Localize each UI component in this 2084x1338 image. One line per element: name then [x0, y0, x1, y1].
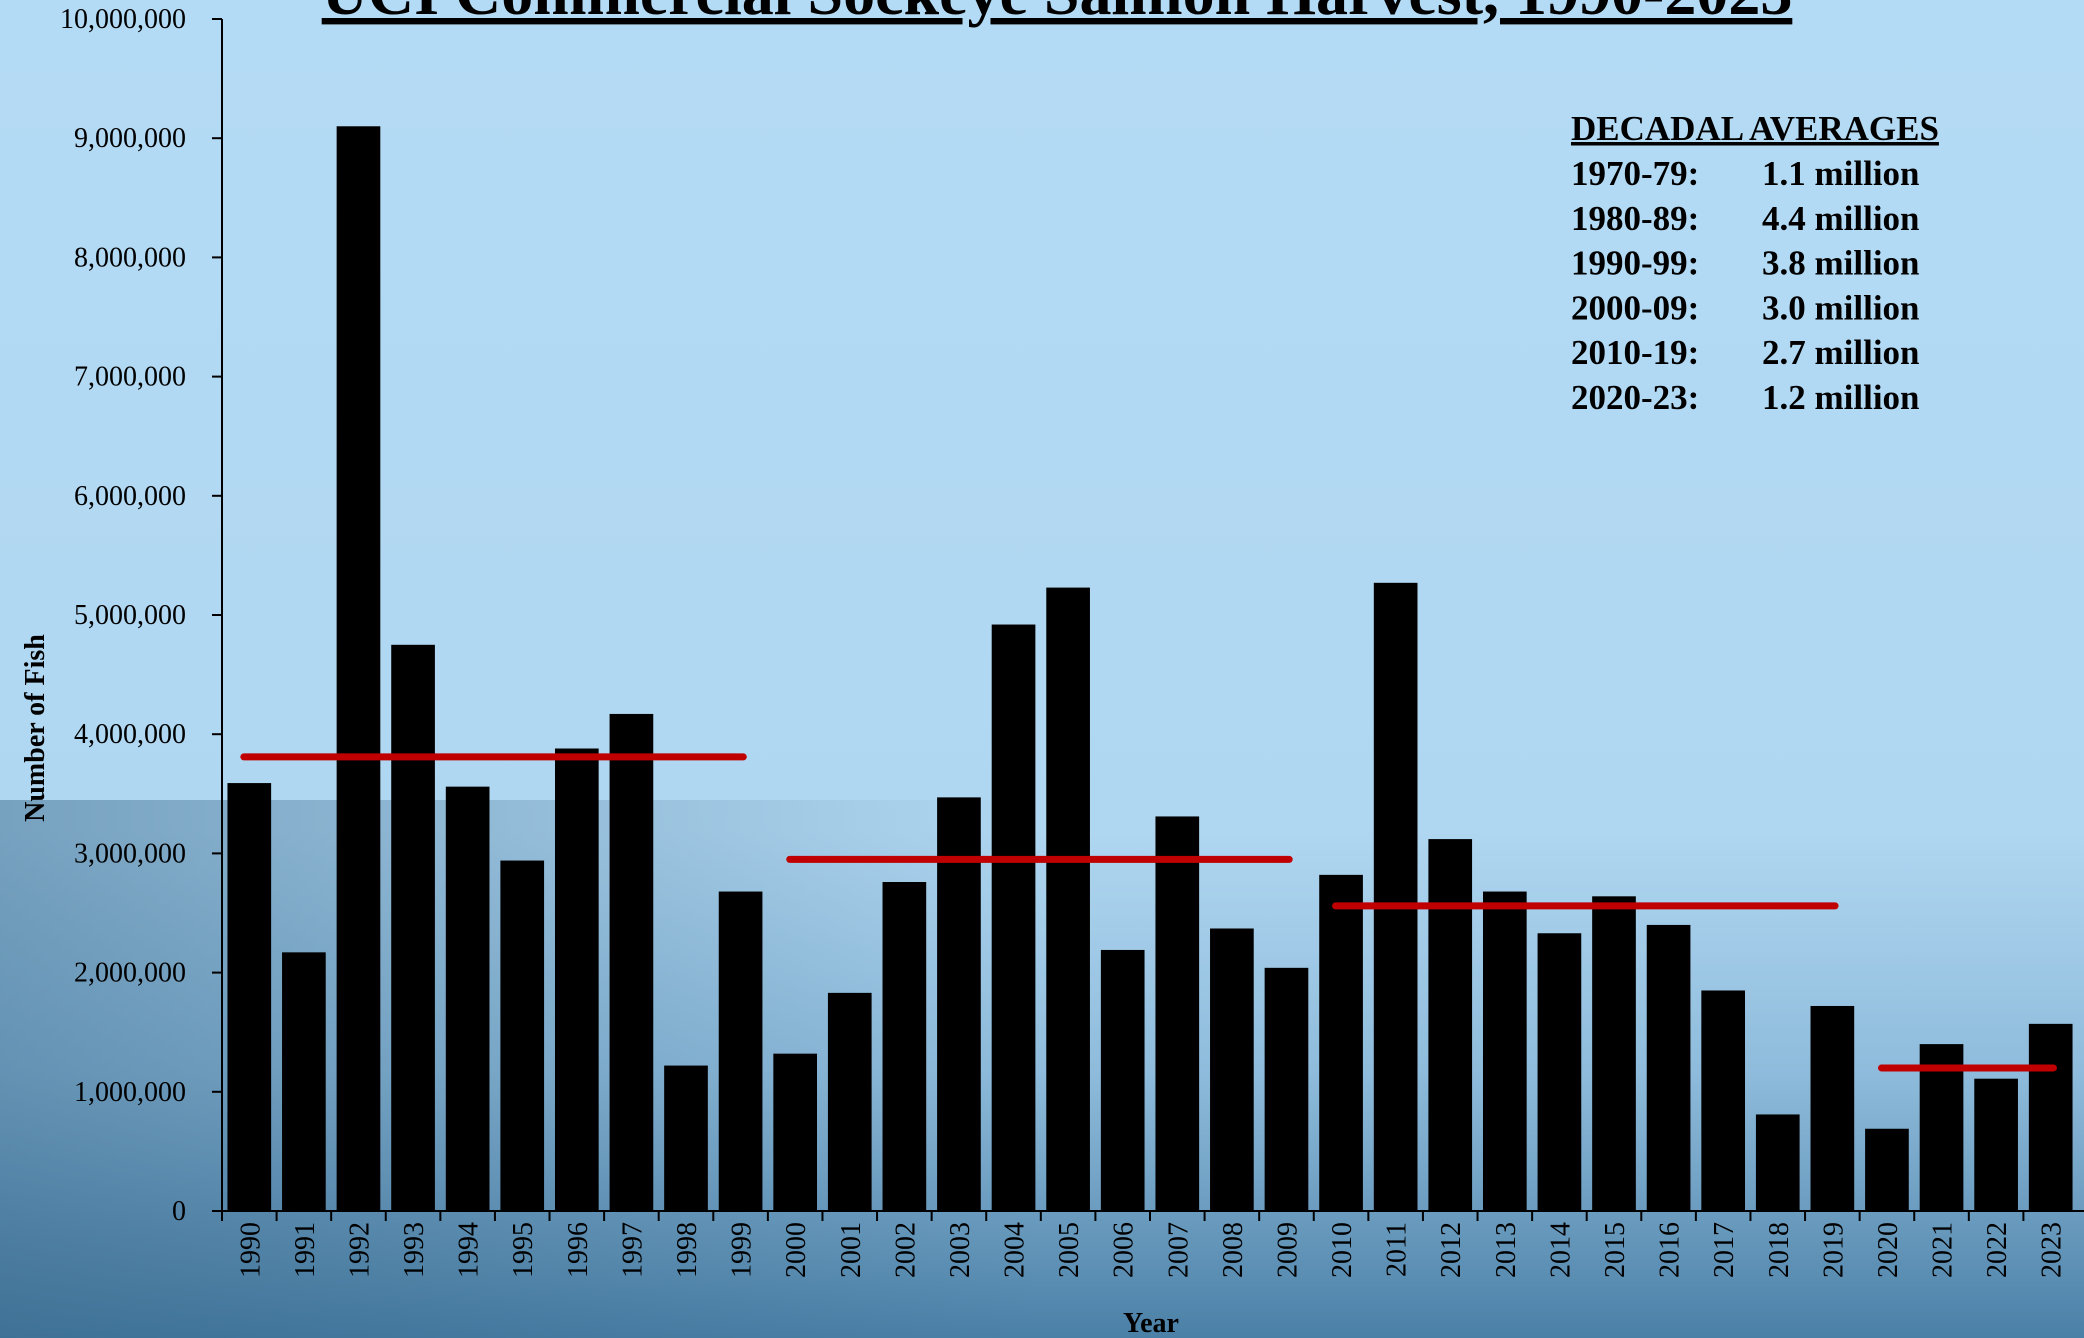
annotation-period: 2000-09:	[1571, 288, 1699, 327]
y-tick-label: 8,000,000	[74, 242, 186, 273]
annotation-average: 1.1 million	[1762, 154, 1920, 193]
bar	[445, 786, 490, 1211]
x-tick-label: 2009	[1272, 1222, 1303, 1278]
bar	[1264, 967, 1309, 1211]
x-tick-label: 2003	[945, 1222, 976, 1278]
bar	[1810, 1005, 1855, 1211]
x-tick-label: 2018	[1764, 1222, 1795, 1278]
x-tick-label: 2006	[1109, 1222, 1140, 1278]
x-tick-label: 1999	[727, 1222, 758, 1278]
x-tick-label: 1990	[235, 1222, 266, 1278]
y-tick-label: 9,000,000	[74, 123, 186, 154]
bar	[1592, 896, 1636, 1211]
x-tick-label: 2015	[1600, 1222, 1631, 1278]
y-axis-label: Number of Fish	[20, 634, 51, 822]
x-tick-label: 1996	[563, 1222, 594, 1278]
x-tick-label: 2022	[1982, 1222, 2013, 1278]
bar	[554, 748, 599, 1211]
annotation-period: 1980-89:	[1571, 199, 1699, 238]
x-tick-label: 2012	[1436, 1222, 1467, 1278]
annotation-average: 1.2 million	[1762, 378, 1920, 417]
annotation-period: 2010-19:	[1571, 333, 1699, 372]
y-tick-label: 10,000,000	[60, 4, 186, 35]
bar	[609, 713, 654, 1211]
bar	[1482, 891, 1527, 1211]
bar	[391, 644, 435, 1211]
x-tick-label: 1992	[344, 1222, 375, 1278]
annotation-average: 3.0 million	[1762, 288, 1920, 327]
x-tick-label: 2020	[1873, 1222, 1904, 1278]
x-tick-label: 2014	[1545, 1222, 1576, 1278]
bar	[1865, 1128, 1909, 1211]
annotation-average: 3.8 million	[1762, 244, 1920, 283]
y-tick-label: 1,000,000	[74, 1077, 186, 1108]
annotation-title: DECADAL AVERAGES	[1571, 109, 1939, 148]
bar	[1046, 587, 1090, 1211]
y-tick-label: 4,000,000	[74, 719, 186, 750]
chart-title: UCI Commercial Sockeye Salmon Harvest, 1…	[322, 0, 1793, 28]
x-tick-label: 1997	[617, 1222, 648, 1278]
x-tick-label: 2002	[890, 1222, 921, 1278]
y-tick-label: 3,000,000	[74, 838, 186, 869]
x-tick-label: 2004	[1000, 1222, 1031, 1278]
x-tick-label: 1991	[290, 1222, 321, 1278]
bar	[1373, 582, 1418, 1211]
x-tick-label: 2001	[836, 1222, 867, 1278]
bar	[1428, 839, 1473, 1211]
bar	[1319, 874, 1363, 1211]
x-tick-label: 2000	[781, 1222, 812, 1278]
bar	[1755, 1114, 1800, 1211]
y-tick-label: 7,000,000	[74, 362, 186, 393]
x-tick-label: 2017	[1709, 1222, 1740, 1278]
bar	[1537, 933, 1582, 1211]
x-tick-label: 1993	[399, 1222, 430, 1278]
annotation-period: 1970-79:	[1571, 154, 1699, 193]
x-tick-label: 2008	[1218, 1222, 1249, 1278]
bar	[1155, 816, 1200, 1211]
bar	[1701, 990, 1746, 1211]
bar	[1919, 1044, 1964, 1211]
bar	[882, 882, 927, 1211]
y-tick-label: 5,000,000	[74, 600, 186, 631]
y-tick-label: 0	[172, 1196, 186, 1227]
annotation-period: 2020-23:	[1571, 378, 1699, 417]
bar	[718, 891, 763, 1211]
y-tick-label: 2,000,000	[74, 958, 186, 989]
annotation-average: 2.7 million	[1762, 333, 1920, 372]
bar	[2028, 1023, 2073, 1211]
bar	[1100, 949, 1145, 1211]
bar	[282, 952, 326, 1211]
bar	[1646, 924, 1691, 1211]
x-tick-label: 2019	[1818, 1222, 1849, 1278]
x-tick-label: 2023	[2037, 1222, 2068, 1278]
x-tick-label: 1994	[454, 1222, 485, 1278]
x-tick-label: 1995	[508, 1222, 539, 1278]
bar	[500, 860, 545, 1211]
x-tick-label: 2005	[1054, 1222, 1085, 1278]
bar	[991, 624, 1036, 1211]
bar	[937, 797, 981, 1211]
bar	[1974, 1078, 2018, 1211]
x-tick-label: 2016	[1655, 1222, 1686, 1278]
bar	[664, 1065, 708, 1211]
bar	[827, 992, 872, 1211]
annotation-average: 4.4 million	[1762, 199, 1920, 238]
x-tick-label: 2007	[1163, 1222, 1194, 1278]
bar	[227, 783, 272, 1211]
x-tick-label: 1998	[672, 1222, 703, 1278]
bar	[336, 126, 381, 1211]
y-tick-label: 6,000,000	[74, 481, 186, 512]
bar	[773, 1053, 818, 1211]
x-tick-label: 2011	[1382, 1222, 1413, 1277]
x-tick-label: 2013	[1491, 1222, 1522, 1278]
annotation-period: 1990-99:	[1571, 244, 1699, 283]
x-tick-label: 2010	[1327, 1222, 1358, 1278]
x-axis-label: Year	[1123, 1308, 1179, 1338]
x-tick-label: 2021	[1928, 1222, 1959, 1278]
bar	[1210, 928, 1254, 1211]
